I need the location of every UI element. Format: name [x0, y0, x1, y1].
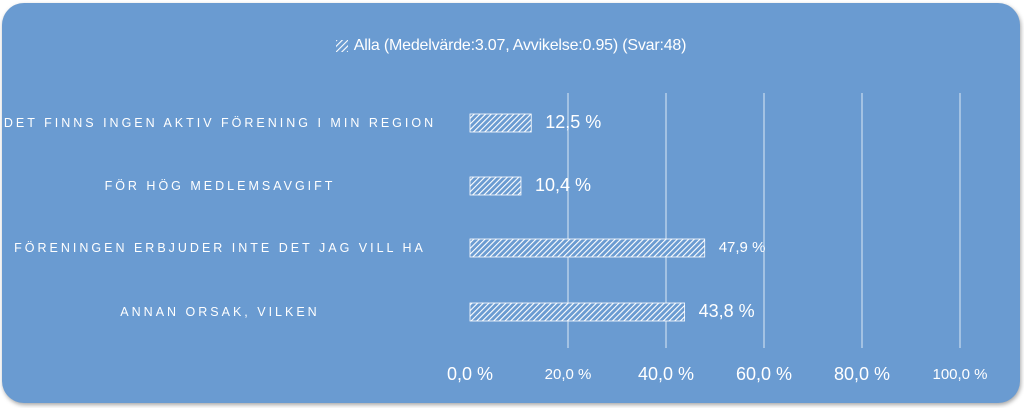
bar — [469, 302, 686, 322]
category-label: DET FINNS INGEN AKTIV FÖRENING I MIN REG… — [3, 116, 437, 130]
legend-swatch — [335, 40, 348, 52]
data-label: 10,4 % — [534, 174, 591, 195]
plot-area — [469, 93, 961, 348]
data-label: 12,5 % — [545, 111, 602, 132]
category-label: ANNAN ORSAK, VILKEN — [120, 305, 320, 319]
bar — [469, 238, 706, 258]
chart-panel: Alla (Medelvärde:3.07, Avvikelse:0.95) (… — [2, 3, 1020, 403]
tick-label: 0,0 % — [446, 363, 494, 384]
tick-label: 20,0 % — [544, 365, 592, 383]
data-label: 47,9 % — [718, 238, 766, 256]
data-label: 43,8 % — [698, 300, 755, 321]
legend: Alla (Medelvärde:3.07, Avvikelse:0.95) (… — [2, 37, 1020, 55]
bar — [469, 176, 522, 196]
legend-series-name: Alla (Medelvärde:3.07, Avvikelse:0.95) (… — [353, 37, 687, 54]
tick-label: 80,0 % — [833, 363, 891, 384]
tick-label: 40,0 % — [637, 363, 695, 384]
tick-label: 60,0 % — [735, 363, 793, 384]
bar — [469, 113, 532, 133]
tick-label: 100,0 % — [932, 365, 988, 383]
category-label: FÖRENINGEN ERBJUDER INTE DET JAG VILL HA — [14, 241, 426, 255]
category-label: FÖR HÖG MEDLEMSAVGIFT — [104, 179, 336, 193]
